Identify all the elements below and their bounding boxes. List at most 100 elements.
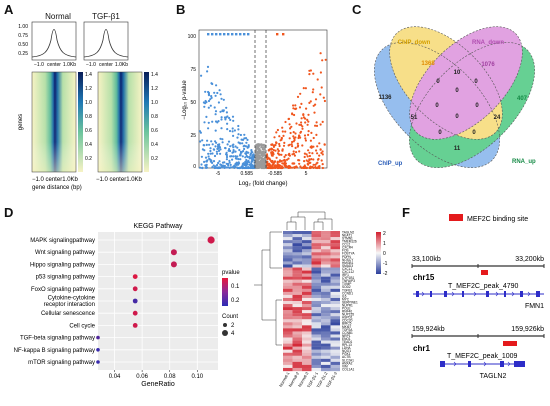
volcano-point	[244, 145, 247, 148]
panel-a-ytick-3: 0.50	[18, 42, 28, 48]
volcano-point	[278, 160, 281, 163]
kegg-category-label: Cell cycle	[69, 323, 95, 329]
volcano-point	[213, 148, 216, 151]
heatmap-cell	[302, 282, 312, 286]
svg-text:407: 407	[517, 96, 528, 102]
heatmap-gene-label: FOS	[342, 249, 349, 253]
heatmap-cell	[321, 288, 331, 293]
venn-label-chip-down: ChIP_down	[398, 40, 431, 46]
heatmap-cell	[330, 322, 340, 326]
volcano-point	[314, 103, 317, 106]
heatmap-cell	[302, 255, 312, 259]
panel-d-legend-count-dot-small	[223, 323, 227, 327]
heatmap-cell	[283, 337, 293, 341]
heatmap-cell	[283, 246, 293, 250]
volcano-point	[300, 117, 303, 120]
volcano-point	[204, 90, 207, 93]
volcano-point	[228, 148, 231, 151]
volcano-point	[220, 164, 223, 167]
volcano-point	[234, 162, 237, 166]
heatmap-cell	[311, 310, 321, 314]
volcano-point	[199, 140, 202, 143]
volcano-point	[246, 155, 249, 159]
kegg-category-label: Wnt signaling pathway	[35, 250, 95, 256]
heatmap-gene-label: POLE	[342, 307, 351, 311]
volcano-point	[208, 143, 211, 146]
volcano-point	[305, 153, 308, 156]
heatmap-cell	[302, 319, 312, 323]
svg-text:0.4: 0.4	[151, 142, 158, 148]
heatmap-cell	[311, 328, 321, 332]
volcano-point	[305, 166, 308, 169]
volcano-point	[203, 105, 206, 108]
volcano-point	[258, 150, 261, 153]
heatmap-gene-label: NOSCY	[342, 258, 354, 262]
heatmap-cell	[330, 301, 340, 305]
volcano-point	[290, 166, 294, 169]
volcano-point	[219, 152, 222, 155]
kegg-category-label: Cellular senescence	[41, 311, 96, 317]
heatmap-cell	[321, 340, 331, 344]
volcano-point	[321, 153, 324, 156]
svg-text:1368: 1368	[421, 61, 435, 67]
heatmap-cell	[292, 343, 302, 347]
svg-text:1.2: 1.2	[85, 86, 92, 92]
volcano-point	[296, 95, 300, 98]
heatmap-gene-label: NUP155	[342, 313, 354, 317]
heatmap-cell	[311, 316, 321, 320]
volcano-point	[232, 155, 235, 158]
heatmap-cell	[292, 331, 302, 335]
volcano-point	[321, 150, 324, 153]
volcano-point	[255, 159, 258, 162]
heatmap-cell	[321, 261, 331, 265]
panel-e-letter: E	[245, 205, 254, 220]
heatmap-cell	[283, 340, 293, 344]
heatmap-cell	[321, 355, 331, 359]
track1-peak-box	[481, 270, 488, 275]
kegg-point	[96, 348, 100, 352]
heatmap-cell	[292, 297, 302, 302]
volcano-point	[293, 137, 296, 140]
kegg-category-label: p53 signaling pathway	[36, 275, 95, 281]
volcano-point	[260, 145, 263, 148]
volcano-point	[307, 160, 310, 163]
volcano-point	[294, 104, 297, 107]
volcano-point	[232, 119, 235, 122]
svg-text:1.4: 1.4	[85, 72, 92, 78]
heatmap-cell	[321, 294, 331, 299]
heatmap-cell	[292, 361, 302, 366]
volcano-point	[298, 162, 301, 165]
heatmap-gene-label: SMAD3	[342, 264, 353, 268]
panel-a-hm-xtick-2: −1.0 center1.0Kb	[96, 177, 143, 183]
kegg-point	[132, 323, 138, 328]
heatmap-gene-label: CXCL1	[342, 267, 353, 271]
volcano-point	[204, 166, 208, 169]
volcano-point	[309, 161, 312, 164]
panel-a-ytick-4: 0.25	[18, 51, 28, 57]
heatmap-cell	[311, 364, 321, 369]
heatmap-cell	[311, 276, 321, 280]
volcano-point	[292, 150, 295, 153]
heatmap-cell	[283, 331, 293, 335]
volcano-point	[237, 141, 240, 144]
panel-a-colorbar-1	[78, 72, 83, 172]
volcano-point	[307, 149, 310, 152]
heatmap-cell	[330, 352, 340, 356]
volcano-point	[233, 129, 236, 132]
heatmap-cell	[292, 240, 302, 244]
heatmap-cell	[321, 346, 331, 350]
svg-text:100: 100	[188, 34, 197, 40]
volcano-point	[261, 148, 264, 151]
heatmap-cell	[311, 249, 321, 253]
heatmap-cell	[330, 288, 340, 293]
volcano-point	[205, 115, 208, 118]
heatmap-gene-label: CYP1B1	[342, 276, 354, 280]
panel-f-track-2: 159,924kb 159,926kb chr1 T_MEF2C_peak_10…	[411, 326, 545, 380]
volcano-point	[221, 141, 224, 144]
volcano-point	[297, 144, 300, 147]
volcano-point	[210, 96, 213, 99]
heatmap-gene-label: ENO1	[342, 337, 351, 341]
heatmap-cell	[283, 282, 293, 286]
heatmap-cell	[321, 291, 331, 296]
venn-label-chip-up: ChIP_up	[378, 161, 403, 167]
